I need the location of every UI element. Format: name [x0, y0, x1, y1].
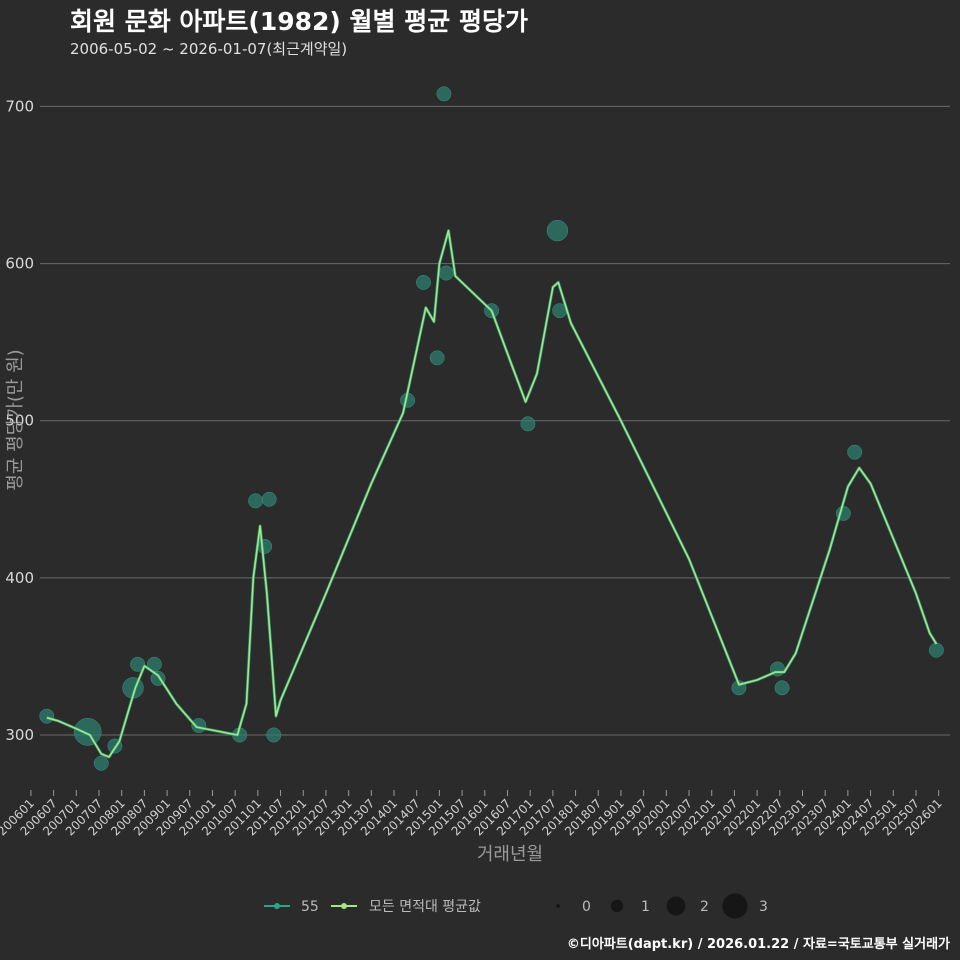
- y-tick-label: 400: [5, 569, 34, 587]
- data-point: [130, 656, 146, 672]
- y-tick-label: 300: [5, 726, 34, 744]
- legend-size-label: 3: [759, 899, 768, 915]
- y-axis-title: 평균 평당가(만 원): [5, 349, 26, 490]
- data-point: [39, 708, 55, 724]
- data-point: [266, 727, 282, 743]
- y-tick-label: 600: [5, 255, 34, 273]
- y-tick-label: 500: [5, 412, 34, 430]
- legend-55-dot: [274, 903, 280, 909]
- y-tick-label: 700: [5, 97, 34, 115]
- data-point: [436, 86, 452, 102]
- chart-title: 회원 문화 아파트(1982) 월별 평균 평당가: [70, 7, 528, 36]
- x-axis-title: 거래년월: [477, 844, 543, 865]
- legend-average-dot: [341, 903, 347, 909]
- legend-size-label: 0: [582, 899, 591, 915]
- data-point: [429, 350, 445, 366]
- series-55-line: [46, 229, 938, 759]
- data-point: [257, 538, 273, 554]
- legend-size-label: 1: [641, 899, 650, 915]
- legend-size-2: [666, 896, 686, 916]
- data-point: [546, 219, 569, 242]
- legend-size-label: 2: [700, 899, 709, 915]
- data-point: [261, 491, 277, 507]
- legend-size-0: [556, 904, 560, 908]
- data-point: [248, 493, 264, 509]
- legend-55-label: 55: [301, 899, 319, 915]
- legend-average-label: 모든 면적대 평균값: [369, 899, 481, 915]
- data-point: [73, 718, 102, 746]
- source-caption: ©디아파트(dapt.kr) / 2026.01.22 / 자료=국토교통부 실…: [566, 937, 950, 952]
- legend-size-1: [610, 899, 624, 913]
- data-point: [416, 274, 431, 290]
- all-area-average-line: [46, 229, 938, 758]
- data-point: [928, 642, 944, 658]
- data-point: [93, 755, 109, 771]
- y-axis-ticks: 300 400 500 600 700: [5, 97, 34, 744]
- grid-lines: [40, 105, 950, 736]
- data-point: [774, 680, 790, 696]
- series-55-points: [39, 86, 944, 771]
- chart-subtitle: 2006-05-02 ~ 2026-01-07(최근계약일): [70, 40, 348, 58]
- trend-lines: [46, 229, 938, 759]
- legend-size-3: [722, 893, 748, 919]
- legend: 55 모든 면적대 평균값 0 1 2 3: [264, 893, 768, 919]
- data-point: [438, 265, 454, 281]
- data-point: [520, 416, 536, 432]
- data-point: [847, 444, 863, 460]
- x-axis-ticks: 2006012006072007012007072008012008072009…: [0, 790, 945, 839]
